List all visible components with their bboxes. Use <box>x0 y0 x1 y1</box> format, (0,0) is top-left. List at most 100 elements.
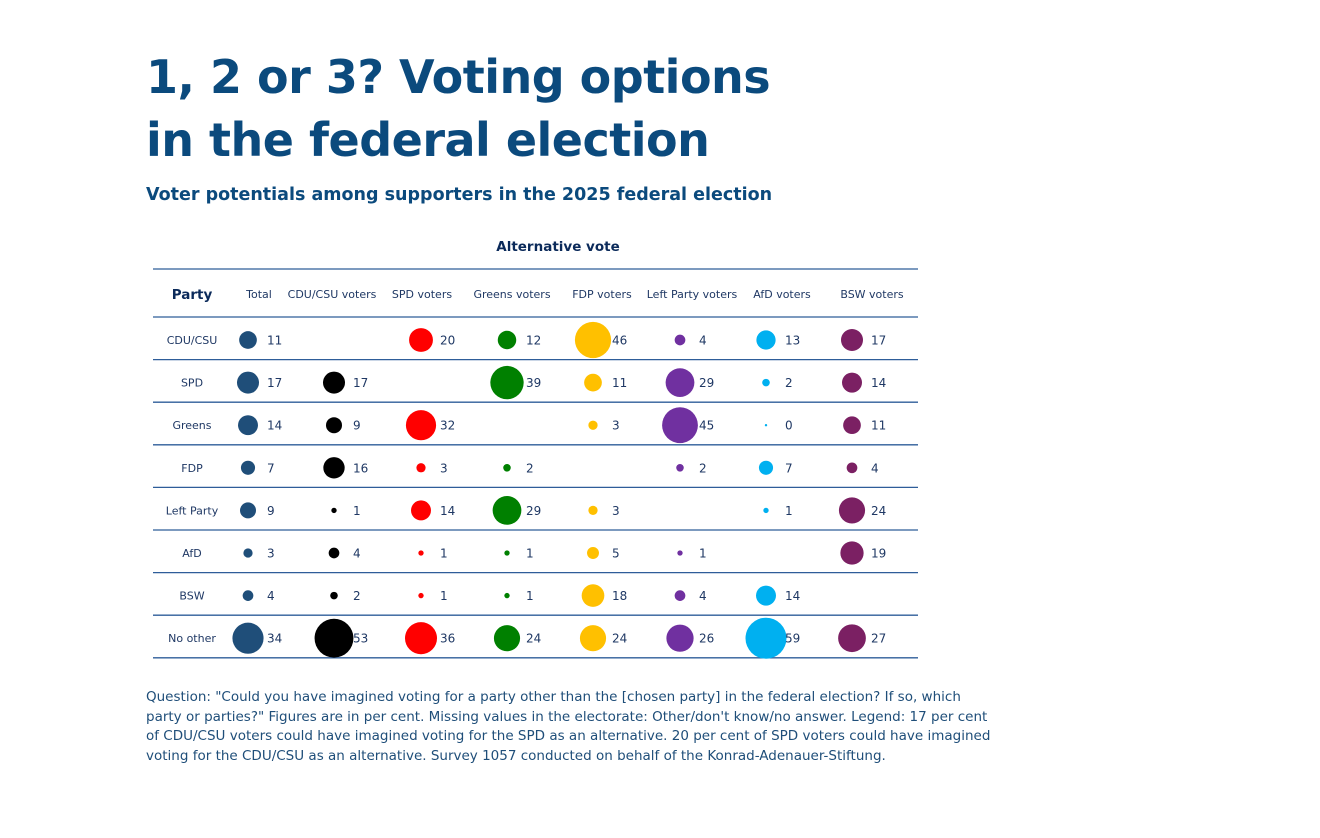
bubble-value-label: 9 <box>353 419 361 433</box>
row-label: CDU/CSU <box>167 334 218 347</box>
bubble <box>584 373 602 392</box>
bubble <box>838 497 866 524</box>
bubble-value-label: 9 <box>267 504 275 518</box>
bubble <box>404 622 438 655</box>
bubble-value-label: 24 <box>871 504 886 518</box>
bubble-value-label: 2 <box>526 461 534 475</box>
bubble-value-label: 4 <box>353 547 361 561</box>
bubble <box>504 592 510 599</box>
bubble-value-label: 11 <box>612 376 627 390</box>
column-header: Greens voters <box>473 288 550 301</box>
bubble <box>405 410 437 441</box>
bubble-value-label: 14 <box>440 504 455 518</box>
column-header: SPD voters <box>392 288 452 301</box>
bubble <box>588 505 598 516</box>
bubble <box>497 330 517 350</box>
bubble <box>756 330 776 350</box>
bubble <box>411 500 431 521</box>
bubble-value-label: 29 <box>526 504 541 518</box>
row-label: No other <box>168 632 216 645</box>
bubble-value-label: 45 <box>699 419 714 433</box>
bubble <box>574 321 612 359</box>
bubble-value-label: 46 <box>612 334 627 348</box>
bubble-value-label: 26 <box>699 632 714 646</box>
bubble-value-label: 3 <box>612 504 620 518</box>
bubble-value-label: 3 <box>612 419 620 433</box>
bubble <box>762 378 770 387</box>
column-header: Left Party voters <box>647 288 738 301</box>
bubble-value-label: 4 <box>699 589 707 603</box>
row-label: AfD <box>182 547 201 560</box>
bubble <box>325 417 343 434</box>
bubble <box>588 420 598 430</box>
bubble <box>238 415 258 436</box>
bubble <box>239 331 257 349</box>
bubble-value-label: 2 <box>353 589 361 603</box>
bubble <box>756 585 776 606</box>
bubble <box>242 590 254 601</box>
bubble-value-label: 2 <box>699 461 707 475</box>
bubble <box>490 365 524 400</box>
row-label: SPD <box>181 377 203 390</box>
bubble <box>745 617 787 659</box>
bubble <box>240 460 256 475</box>
bubble <box>504 550 510 556</box>
row-label: BSW <box>179 590 204 603</box>
bubble <box>330 591 338 600</box>
bubble <box>322 371 346 394</box>
bubble <box>418 550 424 556</box>
bubble-value-label: 29 <box>699 376 714 390</box>
bubble-value-label: 3 <box>267 547 275 561</box>
bubble <box>842 372 862 393</box>
bubble <box>764 424 768 427</box>
bubble-value-label: 7 <box>267 461 275 475</box>
bubble <box>314 618 354 658</box>
bubble <box>840 328 864 352</box>
bubble-value-label: 39 <box>526 376 541 390</box>
bubble-value-label: 1 <box>440 589 448 603</box>
bubble-value-label: 4 <box>267 589 275 603</box>
table-title: Alternative vote <box>496 239 619 255</box>
column-header: CDU/CSU voters <box>288 288 377 301</box>
bubble <box>492 496 522 525</box>
column-header: BSW voters <box>840 288 904 301</box>
bubble-value-label: 1 <box>785 504 793 518</box>
row-label: FDP <box>181 462 203 475</box>
bubble <box>763 507 769 514</box>
bubble <box>666 624 694 652</box>
bubble-value-label: 11 <box>267 334 282 348</box>
bubble <box>674 590 686 601</box>
bubble-value-label: 1 <box>526 547 534 561</box>
bubble <box>758 460 774 475</box>
bubble <box>328 547 340 559</box>
bubble-value-label: 0 <box>785 419 793 433</box>
bubble <box>323 457 345 479</box>
bubble-value-label: 2 <box>785 376 793 390</box>
bubble <box>587 547 599 559</box>
bubble-value-label: 1 <box>699 547 707 561</box>
row-label: Left Party <box>166 504 219 517</box>
bubble-value-label: 53 <box>353 632 368 646</box>
bubble-value-label: 16 <box>353 461 368 475</box>
bubble <box>840 541 864 565</box>
row-label: Greens <box>172 419 211 432</box>
bubble <box>674 334 686 346</box>
bubble-value-label: 27 <box>871 632 886 646</box>
title-line-1: 1, 2 or 3? Voting options <box>146 50 771 104</box>
bubble-value-label: 12 <box>526 334 541 348</box>
bubble <box>236 371 260 394</box>
bubble <box>239 502 257 519</box>
bubble <box>493 625 521 652</box>
bubble <box>418 592 424 599</box>
bubble-value-label: 14 <box>785 589 800 603</box>
bubble <box>331 507 337 514</box>
row-header-label: Party <box>172 287 213 303</box>
bubble-value-label: 24 <box>612 632 627 646</box>
bubble-value-label: 17 <box>353 376 368 390</box>
footnote: Question: "Could you have imagined votin… <box>146 689 991 764</box>
column-header: Total <box>245 288 272 301</box>
bubble <box>416 463 426 473</box>
bubble-value-label: 3 <box>440 461 448 475</box>
bubble-value-label: 18 <box>612 589 627 603</box>
